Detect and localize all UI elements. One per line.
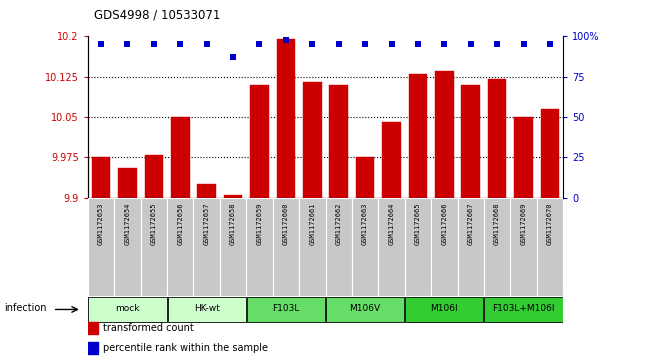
Text: percentile rank within the sample: percentile rank within the sample <box>103 343 268 353</box>
Bar <box>277 39 295 198</box>
Text: GSM1172655: GSM1172655 <box>151 203 157 245</box>
Point <box>307 41 318 47</box>
Text: GSM1172658: GSM1172658 <box>230 203 236 245</box>
Bar <box>220 198 246 296</box>
Bar <box>88 198 115 296</box>
Point <box>202 41 212 47</box>
Point <box>545 41 555 47</box>
Bar <box>118 168 137 198</box>
Point <box>175 41 186 47</box>
Bar <box>514 117 533 198</box>
Point <box>281 37 291 42</box>
Text: M106I: M106I <box>430 305 458 313</box>
Text: GSM1172663: GSM1172663 <box>362 203 368 245</box>
Bar <box>246 198 273 296</box>
Bar <box>405 198 431 296</box>
Point <box>228 54 238 60</box>
Point <box>439 41 449 47</box>
Bar <box>303 82 322 198</box>
Text: F103L: F103L <box>272 305 299 313</box>
Bar <box>273 198 299 296</box>
Bar <box>382 122 401 198</box>
Point <box>96 41 106 47</box>
Bar <box>326 297 404 322</box>
Text: GSM1172667: GSM1172667 <box>467 203 474 245</box>
Text: mock: mock <box>115 305 140 313</box>
Bar <box>484 198 510 296</box>
Text: GSM1172654: GSM1172654 <box>124 203 130 245</box>
Text: GSM1172659: GSM1172659 <box>256 203 262 245</box>
Bar <box>484 297 562 322</box>
Point <box>122 41 133 47</box>
Bar <box>458 198 484 296</box>
Bar <box>409 74 427 198</box>
Text: GSM1172662: GSM1172662 <box>336 203 342 245</box>
Bar <box>405 297 484 322</box>
Text: GSM1172664: GSM1172664 <box>389 203 395 245</box>
Bar <box>167 297 246 322</box>
Bar <box>115 198 141 296</box>
Point <box>518 41 529 47</box>
Point <box>413 41 423 47</box>
Bar <box>193 198 220 296</box>
Bar <box>352 198 378 296</box>
Bar <box>247 297 325 322</box>
Point <box>148 41 159 47</box>
Point <box>360 41 370 47</box>
Point <box>333 41 344 47</box>
Bar <box>224 195 242 198</box>
Bar <box>299 198 326 296</box>
Bar <box>541 109 559 198</box>
Bar <box>536 198 563 296</box>
Bar <box>435 71 454 198</box>
Point <box>465 41 476 47</box>
Bar <box>356 158 374 198</box>
Bar <box>510 198 536 296</box>
Bar <box>378 198 405 296</box>
Text: F103L+M106I: F103L+M106I <box>492 305 555 313</box>
Text: GSM1172666: GSM1172666 <box>441 203 447 245</box>
Bar <box>488 79 506 198</box>
Text: GSM1172653: GSM1172653 <box>98 203 104 245</box>
Bar <box>88 322 98 334</box>
Bar <box>250 85 269 198</box>
Bar <box>167 198 193 296</box>
Point <box>386 41 396 47</box>
Bar <box>89 297 167 322</box>
Text: GDS4998 / 10533071: GDS4998 / 10533071 <box>94 9 221 22</box>
Bar <box>92 158 110 198</box>
Text: transformed count: transformed count <box>103 323 194 333</box>
Text: GSM1172660: GSM1172660 <box>283 203 289 245</box>
Point <box>492 41 503 47</box>
Text: HK-wt: HK-wt <box>194 305 219 313</box>
Text: GSM1172668: GSM1172668 <box>494 203 500 245</box>
Bar <box>145 155 163 198</box>
Point <box>255 41 265 47</box>
Bar <box>171 117 189 198</box>
Text: GSM1172665: GSM1172665 <box>415 203 421 245</box>
Text: infection: infection <box>5 303 47 313</box>
Bar <box>431 198 458 296</box>
Text: GSM1172669: GSM1172669 <box>521 203 527 245</box>
Text: GSM1172670: GSM1172670 <box>547 203 553 245</box>
Bar <box>462 85 480 198</box>
Bar <box>326 198 352 296</box>
Bar <box>329 85 348 198</box>
Bar <box>88 342 98 354</box>
Text: M106V: M106V <box>350 305 381 313</box>
Bar <box>141 198 167 296</box>
Bar <box>197 184 216 198</box>
Text: GSM1172656: GSM1172656 <box>177 203 184 245</box>
Text: GSM1172661: GSM1172661 <box>309 203 315 245</box>
Text: GSM1172657: GSM1172657 <box>204 203 210 245</box>
